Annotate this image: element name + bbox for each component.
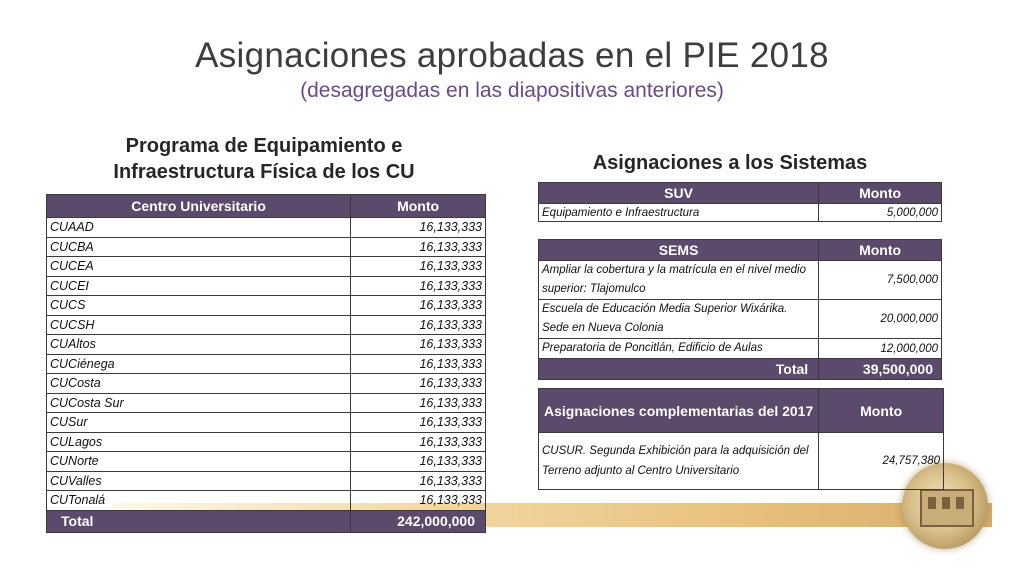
center-amount: 16,133,333 [350,256,486,277]
slide-subtitle: (desagregadas en las diapositivas anteri… [300,79,724,102]
center-name: CUCSH [45,314,352,335]
complementary-amount-header: Monto [818,388,944,433]
center-amount: 16,133,333 [350,217,486,238]
systems-total-amount: 39,500,000 [818,358,942,380]
col-header-center: Centro Universitario [45,194,352,218]
center-name: CUCEI [45,275,352,296]
table-row: CUSUR. Segunda Exhibición para la adquis… [537,432,944,490]
complementary-table: Asignaciones complementarias del 2017 Mo… [537,388,944,490]
center-amount: 16,133,333 [350,314,486,335]
center-amount: 16,133,333 [350,334,486,355]
table-row: Equipamiento e Infraestructura 5,000,000 [537,203,942,222]
systems-total-label: Total [537,358,820,380]
center-name: CUCEA [45,256,352,277]
table-row: CULagos 16,133,333 [45,431,486,452]
sems-item-name: Preparatoria de Poncitlán, Edificio de A… [537,338,820,359]
left-heading-line1: Programa de Equipamiento e [125,135,403,157]
sems-item-amount: 12,000,000 [818,338,942,359]
table-row: CUSur 16,133,333 [45,412,486,433]
table-row: CUNorte 16,133,333 [45,451,486,472]
complementary-header: Asignaciones complementarias del 2017 [537,388,820,433]
center-amount: 16,133,333 [350,392,486,413]
center-name: CUCosta Sur [45,392,352,413]
col-header-amount: Monto [350,194,486,218]
center-amount: 16,133,333 [350,470,486,491]
center-name: CULagos [45,431,352,452]
left-heading: Programa de Equipamiento e Infraestructu… [44,133,484,185]
total-amount: 242,000,000 [350,509,486,533]
table-row: CUCBA 16,133,333 [45,236,486,257]
center-name: CUCosta [45,373,352,394]
center-name: CUAltos [45,334,352,355]
center-amount: 16,133,333 [350,275,486,296]
center-amount: 16,133,333 [350,353,486,374]
center-amount: 16,133,333 [350,295,486,316]
slide-title: Asignaciones aprobadas en el PIE 2018 [195,36,829,75]
center-amount: 16,133,333 [350,412,486,433]
total-row: Total 39,500,000 [537,358,942,380]
center-name: CUCS [45,295,352,316]
spacer-row [538,221,942,240]
table-row: CUValles 16,133,333 [45,470,486,491]
sems-item-amount: 20,000,000 [818,299,942,339]
suv-item-amount: 5,000,000 [818,203,942,222]
table-row: CUCosta 16,133,333 [45,373,486,394]
table-row: CUTonalá 16,133,333 [45,490,486,511]
sems-item-name: Escuela de Educación Media Superior Wixá… [537,299,820,339]
center-amount: 16,133,333 [350,490,486,511]
center-amount: 16,133,333 [350,373,486,394]
suv-item-name: Equipamiento e Infraestructura [537,203,820,222]
complementary-item-amount: 24,757,380 [818,432,944,490]
table-row: CUCEA 16,133,333 [45,256,486,277]
center-amount: 16,133,333 [350,451,486,472]
systems-table: SUV Monto Equipamiento e Infraestructura… [537,182,942,380]
right-heading: Asignaciones a los Sistemas [592,152,868,174]
center-name: CUSur [45,412,352,433]
total-label: Total [45,509,352,533]
table-row: Escuela de Educación Media Superior Wixá… [537,299,942,339]
table-row: CUCiénega 16,133,333 [45,353,486,374]
table-row: CUCSH 16,133,333 [45,314,486,335]
center-amount: 16,133,333 [350,236,486,257]
table-row: Preparatoria de Poncitlán, Edificio de A… [537,338,942,359]
center-amount: 16,133,333 [350,431,486,452]
cu-allocation-table: Centro Universitario Monto CUAAD 16,133,3… [45,194,486,533]
sems-header: SEMS [537,239,820,261]
center-name: CUTonalá [45,490,352,511]
center-name: CUCiénega [45,353,352,374]
table-row: CUAltos 16,133,333 [45,334,486,355]
table-row: CUCosta Sur 16,133,333 [45,392,486,413]
center-name: CUValles [45,470,352,491]
suv-amount-header: Monto [818,182,942,204]
total-row: Total 242,000,000 [45,509,486,533]
sems-item-name: Ampliar la cobertura y la matrícula en e… [537,260,820,300]
sems-amount-header: Monto [818,239,942,261]
center-name: CUCBA [45,236,352,257]
left-heading-line2: Infraestructura Física de los CU [113,161,415,183]
sems-item-amount: 7,500,000 [818,260,942,300]
table-row: CUCEI 16,133,333 [45,275,486,296]
complementary-item-name: CUSUR. Segunda Exhibición para la adquis… [537,432,820,490]
center-name: CUNorte [45,451,352,472]
suv-header: SUV [537,182,820,204]
table-row: CUAAD 16,133,333 [45,217,486,238]
table-row: Ampliar la cobertura y la matrícula en e… [537,260,942,300]
table-row: CUCS 16,133,333 [45,295,486,316]
center-name: CUAAD [45,217,352,238]
